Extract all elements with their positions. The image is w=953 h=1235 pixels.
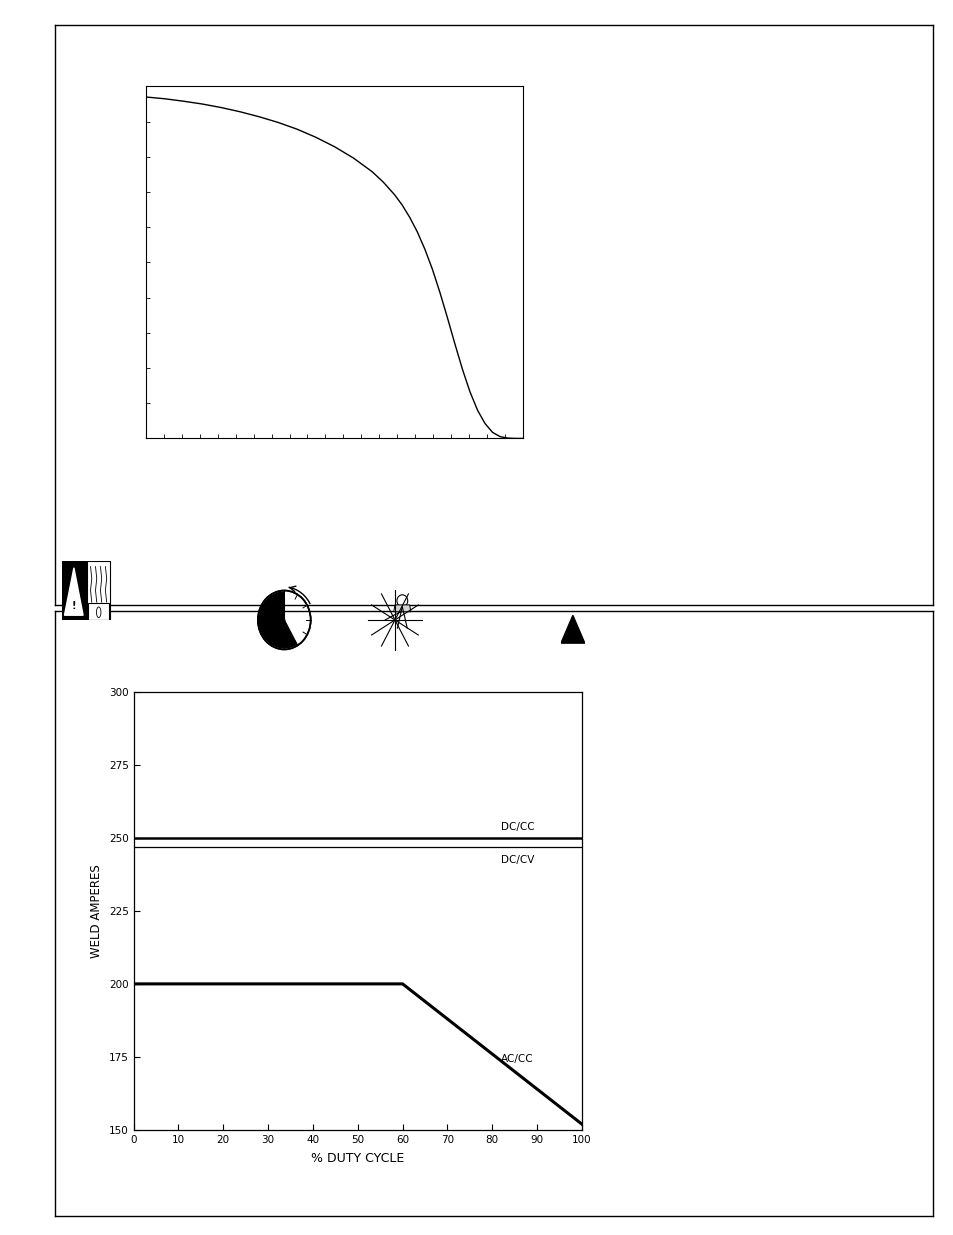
Text: DC/CC: DC/CC [500,823,535,832]
Text: AC/CC: AC/CC [500,1053,534,1065]
X-axis label: % DUTY CYCLE: % DUTY CYCLE [311,1152,404,1165]
Polygon shape [65,568,83,615]
Text: !: ! [71,601,76,611]
Polygon shape [259,592,296,648]
Text: DC/CV: DC/CV [500,856,534,866]
Polygon shape [560,615,584,643]
FancyBboxPatch shape [62,561,86,620]
Y-axis label: WELD AMPERES: WELD AMPERES [91,864,103,957]
FancyBboxPatch shape [88,604,109,620]
Polygon shape [394,605,411,611]
